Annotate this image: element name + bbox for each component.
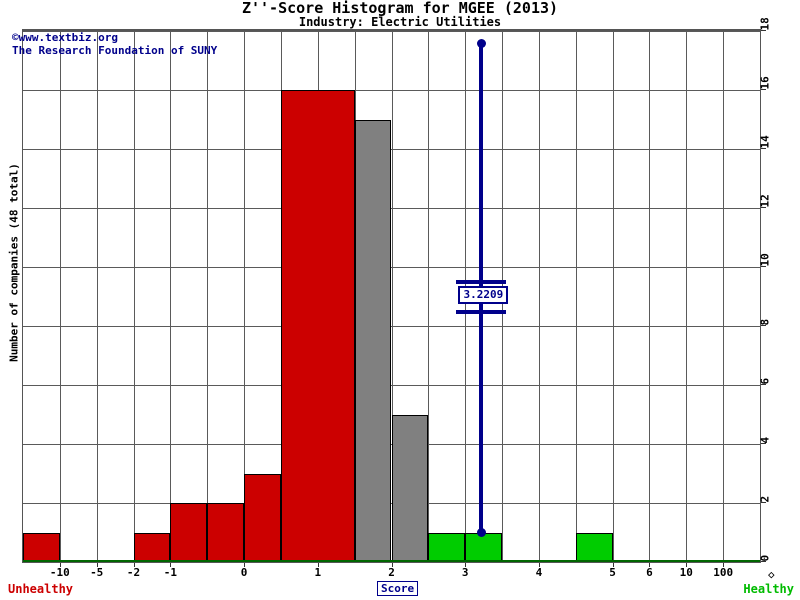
y-axis-tick-label: 10 — [758, 253, 772, 267]
healthy-label: Healthy — [743, 582, 794, 596]
gridline-vertical — [428, 31, 430, 562]
x-axis-tick-label: 2 — [388, 566, 395, 579]
credit-watermark: ©www.textbiz.org The Research Foundation… — [12, 31, 217, 57]
histogram-bar — [133, 532, 171, 562]
marker-cap-upper — [456, 280, 507, 285]
histogram-bar — [244, 473, 281, 562]
gridline-vertical — [96, 31, 98, 562]
y-axis-tick-mark — [761, 325, 766, 326]
gridline-vertical — [575, 31, 577, 562]
y-axis-tick-label: 8 — [758, 318, 772, 326]
histogram-bar — [428, 532, 466, 562]
x-axis-tick-label: -2 — [126, 566, 141, 579]
x-axis-tick-mark — [723, 563, 725, 567]
gridline-vertical — [59, 31, 61, 562]
y-axis-tick-mark — [761, 30, 766, 31]
x-axis-tick-label: -1 — [163, 566, 178, 579]
x-axis-tick-mark — [686, 563, 688, 567]
y-axis-tick-mark — [761, 266, 766, 267]
y-axis-tick-label: 12 — [758, 194, 772, 208]
gridline-horizontal — [23, 267, 760, 268]
x-axis-tick-mark — [244, 563, 246, 567]
y-axis-tick-mark — [761, 148, 766, 149]
gridline-horizontal — [23, 31, 760, 32]
x-axis-tick-mark — [538, 563, 540, 567]
histogram-bar — [207, 503, 245, 562]
marker-value-label: 3.2209 — [458, 285, 509, 304]
plot-area: 3.2209 — [22, 29, 761, 563]
histogram-bar — [354, 119, 392, 562]
x-axis-tick-label: 1 — [314, 566, 322, 579]
gridline-vertical — [133, 31, 135, 562]
x-axis-tick-label: 0 — [240, 566, 248, 579]
y-axis-tick-mark — [761, 443, 766, 444]
gridline-horizontal — [23, 208, 760, 209]
y-axis-tick-label: 14 — [758, 135, 772, 149]
x-axis-tick-mark — [317, 563, 319, 567]
y-axis-tick-label: 18 — [758, 17, 772, 31]
y-axis-tick-label: 0 — [758, 554, 772, 562]
y-axis-tick-mark — [761, 207, 766, 208]
credit-line-2: The Research Foundation of SUNY — [12, 44, 218, 57]
x-axis-tick-mark — [612, 563, 614, 567]
x-axis-tick-mark — [465, 563, 467, 567]
y-axis-tick-label: 2 — [758, 495, 772, 503]
x-axis-tick-label: -5 — [90, 566, 104, 579]
x-axis-tick-mark — [133, 563, 135, 567]
x-axis-tick-mark — [649, 563, 651, 567]
gridline-vertical — [649, 31, 651, 562]
y-axis-label: Number of companies (48 total) — [7, 163, 21, 362]
gridline-vertical — [170, 31, 172, 562]
score-axis-label: Score — [377, 581, 419, 596]
gridline-horizontal — [23, 149, 760, 150]
y-axis-tick-mark — [761, 502, 766, 503]
baseline — [23, 560, 760, 562]
x-axis-tick-mark — [170, 563, 172, 567]
y-axis-tick-mark — [761, 384, 766, 385]
x-axis-tick-label: -10 — [49, 566, 70, 579]
histogram-bar — [575, 532, 613, 562]
histogram-bar — [23, 532, 60, 562]
gridline-vertical — [391, 31, 393, 562]
chart-title: Z''-Score Histogram for MGEE (2013) — [241, 0, 559, 17]
x-axis-tick-mark — [391, 563, 393, 567]
y-axis-tick-label: 16 — [758, 76, 772, 90]
x-axis-tick-mark — [96, 563, 98, 567]
histogram-bar — [170, 503, 208, 562]
y-axis-tick-mark — [761, 89, 766, 90]
x-axis-tick-mark — [59, 563, 61, 567]
gridline-vertical — [612, 31, 614, 562]
x-axis-tick-label: 100 — [713, 566, 734, 579]
y-axis-tick-label: 4 — [758, 436, 772, 444]
unhealthy-label: Unhealthy — [8, 582, 74, 596]
marker-bottom-dot — [476, 528, 486, 537]
gridline-vertical — [686, 31, 688, 562]
x-axis-tick-label: 3 — [461, 566, 469, 579]
x-axis-tick-label: 6 — [646, 566, 653, 579]
x-axis-tick-label: 4 — [535, 566, 543, 579]
chart-subtitle: Industry: Electric Utilities — [298, 15, 502, 29]
y-axis-tick-label: 6 — [758, 377, 772, 385]
gridline-horizontal — [23, 90, 760, 91]
x-axis-tick-label: 10 — [679, 566, 693, 579]
marker-top-dot — [476, 38, 486, 48]
histogram-bar — [280, 90, 355, 562]
gridline-vertical — [244, 31, 246, 562]
x-axis-endcap-icon: ◇ — [768, 568, 775, 581]
gridline-horizontal — [23, 326, 760, 327]
histogram-bar — [465, 532, 503, 562]
gridline-horizontal — [23, 385, 760, 386]
gridline-vertical — [723, 31, 725, 562]
gridline-vertical — [207, 31, 209, 562]
gridline-vertical — [538, 31, 540, 562]
x-axis-tick-label: 5 — [609, 566, 616, 579]
marker-cap-lower — [456, 309, 507, 314]
histogram-bar — [391, 414, 429, 562]
credit-line-1: ©www.textbiz.org — [12, 31, 118, 44]
y-axis-tick-mark — [761, 561, 766, 562]
